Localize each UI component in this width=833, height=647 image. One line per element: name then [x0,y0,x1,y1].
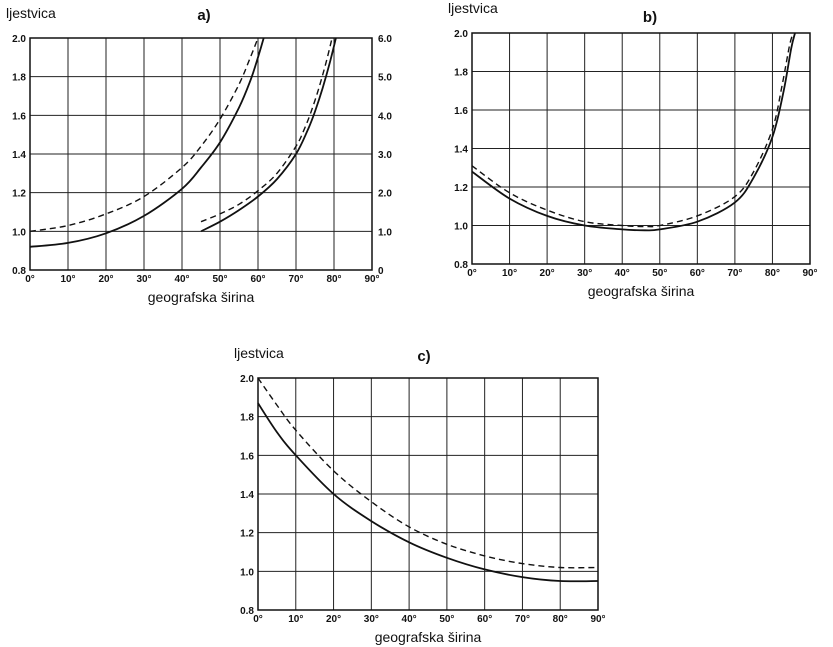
solid-curve-1 [257,402,599,583]
x-axis-title: geografska širina [148,289,255,305]
y-tick-label: 0.8 [240,606,254,617]
x-tick-label: 10° [60,274,75,285]
x-tick-label: 90° [364,274,379,285]
y-right-tick-label: 6.0 [378,34,392,45]
solid-curve-1 [471,32,796,232]
y-axis-title: ljestvica [234,345,284,361]
y-tick-label: 1.0 [454,222,468,233]
x-tick-label: 0° [253,614,263,625]
panel-label: c) [417,348,430,365]
solid-curve-1 [29,37,265,248]
x-tick-label: 90° [802,268,817,279]
x-tick-label: 50° [652,268,667,279]
x-tick-label: 40° [402,614,417,625]
x-tick-label: 60° [477,614,492,625]
x-tick-label: 80° [765,268,780,279]
y-tick-label: 1.6 [454,106,468,117]
x-tick-label: 10° [288,614,303,625]
y-tick-label: 1.8 [12,73,26,84]
y-right-tick-label: 1.0 [378,227,392,238]
x-tick-label: 20° [326,614,341,625]
y-tick-label: 1.4 [240,490,254,501]
y-right-tick-label: 5.0 [378,73,392,84]
y-tick-label: 1.6 [240,451,254,462]
y-tick-label: 1.4 [12,150,26,161]
y-tick-label: 1.2 [454,183,468,194]
y-tick-label: 2.0 [240,374,254,385]
y-right-tick-label: 3.0 [378,150,392,161]
y-tick-label: 1.8 [240,413,254,424]
x-tick-label: 70° [727,268,742,279]
x-tick-label: 30° [136,274,151,285]
y-right-tick-label: 2.0 [378,189,392,200]
chart-panel-b: 0° 10° 20° 30° 40° 50° 60° 70° 80° 90° 0.8 1.0 1.2 1.… [448,0,818,299]
x-tick-label: 70° [288,274,303,285]
y-tick-label: 1.0 [12,227,26,238]
dashed-curve-4 [200,37,333,223]
x-tick-label: 60° [250,274,265,285]
plot-frame [471,32,811,265]
x-tick-label: 20° [540,268,555,279]
chart-panel-c: 0° 10° 20° 30° 40° 50° 60° 70° 80° 90° 0.8 1.0 1.2 1.… [234,345,606,645]
dashed-curve-2 [257,377,599,569]
x-tick-label: 80° [553,614,568,625]
x-tick-label: 80° [326,274,341,285]
plot-frame [257,377,599,611]
x-tick-label: 60° [690,268,705,279]
x-tick-label: 50° [212,274,227,285]
y-tick-label: 0.8 [454,260,468,271]
y-right-tick-label: 0 [378,266,384,277]
x-tick-label: 40° [174,274,189,285]
plot-frame [29,37,373,271]
x-tick-label: 0° [467,268,477,279]
y-tick-label: 1.4 [454,145,468,156]
x-tick-label: 30° [577,268,592,279]
x-axis-title: geografska širina [588,283,695,299]
x-tick-label: 20° [98,274,113,285]
y-axis-title: ljestvica [6,5,56,21]
x-tick-label: 90° [590,614,605,625]
y-tick-label: 1.2 [12,189,26,200]
y-tick-label: 2.0 [12,34,26,45]
x-tick-label: 50° [439,614,454,625]
y-right-tick-label: 4.0 [378,111,392,122]
panel-label: a) [197,7,210,24]
y-tick-label: 1.8 [454,68,468,79]
y-tick-label: 1.2 [240,529,254,540]
x-tick-label: 30° [364,614,379,625]
y-tick-label: 0.8 [12,266,26,277]
dashed-curve-2 [471,32,794,228]
y-axis-title: ljestvica [448,0,498,16]
y-tick-label: 1.6 [12,111,26,122]
x-tick-label: 0° [25,274,35,285]
solid-curve-3 [200,37,337,233]
panel-label: b) [643,9,657,26]
x-tick-label: 70° [515,614,530,625]
x-tick-label: 40° [615,268,630,279]
dashed-curve-2 [29,37,259,232]
x-axis-title: geografska širina [375,629,482,645]
y-tick-label: 2.0 [454,29,468,40]
chart-panel-a: 0° 10° 20° 30° 40° 50° 60° 70° 80° 90° 0.8 1.0 1.2 1.… [6,5,392,305]
x-tick-label: 10° [502,268,517,279]
y-tick-label: 1.0 [240,567,254,578]
